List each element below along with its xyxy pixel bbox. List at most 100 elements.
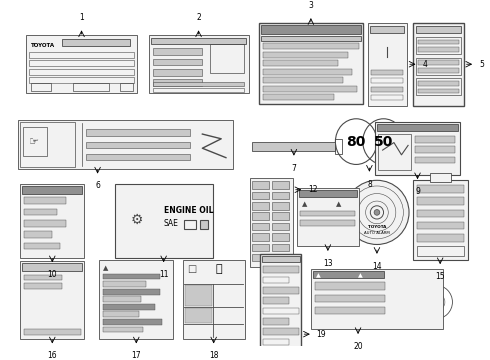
Bar [252, 192, 270, 199]
Text: 17: 17 [131, 351, 141, 360]
Text: ☞: ☞ [29, 136, 39, 147]
Text: 15: 15 [435, 272, 445, 281]
Bar [103, 281, 146, 287]
Bar [416, 58, 461, 75]
Bar [20, 261, 84, 339]
Text: 20: 20 [353, 342, 363, 351]
Text: 3: 3 [308, 1, 313, 10]
Bar [300, 211, 355, 216]
Bar [103, 304, 155, 310]
Bar [300, 220, 355, 226]
Bar [260, 254, 301, 348]
Bar [417, 40, 459, 44]
Bar [371, 95, 403, 100]
Text: 13: 13 [323, 259, 333, 268]
Bar [378, 134, 411, 170]
Bar [252, 244, 270, 251]
Bar [29, 77, 134, 83]
Bar [153, 79, 202, 86]
Bar [272, 202, 289, 210]
Bar [370, 26, 404, 33]
Circle shape [374, 210, 380, 215]
Bar [415, 136, 455, 143]
Bar [416, 185, 464, 193]
Bar [263, 308, 298, 314]
Text: 16: 16 [48, 351, 57, 360]
Text: 1: 1 [79, 13, 84, 22]
Text: 8: 8 [367, 180, 372, 189]
Bar [86, 154, 190, 161]
Bar [103, 327, 143, 332]
Bar [62, 39, 130, 46]
Bar [252, 181, 270, 189]
Bar [151, 38, 246, 44]
Text: 80: 80 [346, 135, 366, 149]
Bar [103, 274, 160, 279]
Bar [86, 141, 190, 148]
Bar [417, 60, 459, 65]
Bar [24, 231, 52, 238]
Bar [252, 233, 270, 241]
Bar [311, 269, 443, 329]
Bar [103, 311, 139, 317]
Bar [416, 222, 464, 229]
Bar [263, 328, 298, 335]
Bar [272, 254, 289, 261]
Bar [315, 307, 386, 314]
Bar [24, 220, 66, 226]
Bar [23, 127, 47, 156]
Bar [210, 44, 244, 73]
Text: ▲: ▲ [336, 201, 341, 207]
Bar [377, 124, 458, 131]
Circle shape [345, 180, 409, 244]
Text: 11: 11 [159, 270, 169, 279]
Bar [263, 339, 289, 346]
Bar [24, 197, 66, 204]
Bar [416, 26, 461, 33]
Circle shape [432, 298, 439, 306]
Bar [297, 188, 359, 246]
Bar [263, 94, 334, 100]
Text: ▲: ▲ [358, 274, 362, 279]
Bar [86, 129, 190, 136]
Circle shape [405, 298, 413, 306]
Text: ▲: ▲ [103, 265, 109, 271]
Text: SAE: SAE [164, 219, 178, 228]
Bar [272, 212, 289, 220]
Bar [415, 146, 455, 153]
Text: TOYOTA: TOYOTA [368, 225, 386, 229]
Bar [263, 297, 289, 304]
Bar [252, 141, 336, 151]
Bar [263, 52, 348, 58]
Bar [153, 88, 244, 91]
Bar [263, 69, 352, 75]
Bar [249, 179, 293, 267]
Bar [199, 220, 208, 229]
Text: 7: 7 [292, 163, 296, 172]
Bar [272, 192, 289, 199]
Bar [415, 157, 455, 163]
Bar [20, 184, 84, 258]
Bar [368, 23, 407, 106]
Bar [29, 52, 134, 58]
Bar [315, 282, 386, 290]
Bar [24, 283, 62, 289]
Bar [24, 209, 57, 215]
Bar [22, 186, 82, 194]
Text: AUTO ALARM: AUTO ALARM [364, 231, 390, 235]
Text: 10: 10 [48, 270, 57, 279]
Bar [153, 69, 202, 76]
Bar [416, 78, 461, 95]
Bar [371, 87, 403, 91]
Bar [261, 36, 361, 41]
Bar [263, 266, 298, 273]
Bar [417, 89, 459, 94]
Bar [73, 83, 109, 91]
Bar [371, 70, 403, 75]
Text: 🚘: 🚘 [215, 264, 221, 274]
Text: 19: 19 [317, 330, 326, 339]
Bar [430, 173, 450, 182]
Bar [24, 275, 62, 280]
Bar [185, 308, 212, 323]
Text: ⚙: ⚙ [131, 213, 144, 227]
